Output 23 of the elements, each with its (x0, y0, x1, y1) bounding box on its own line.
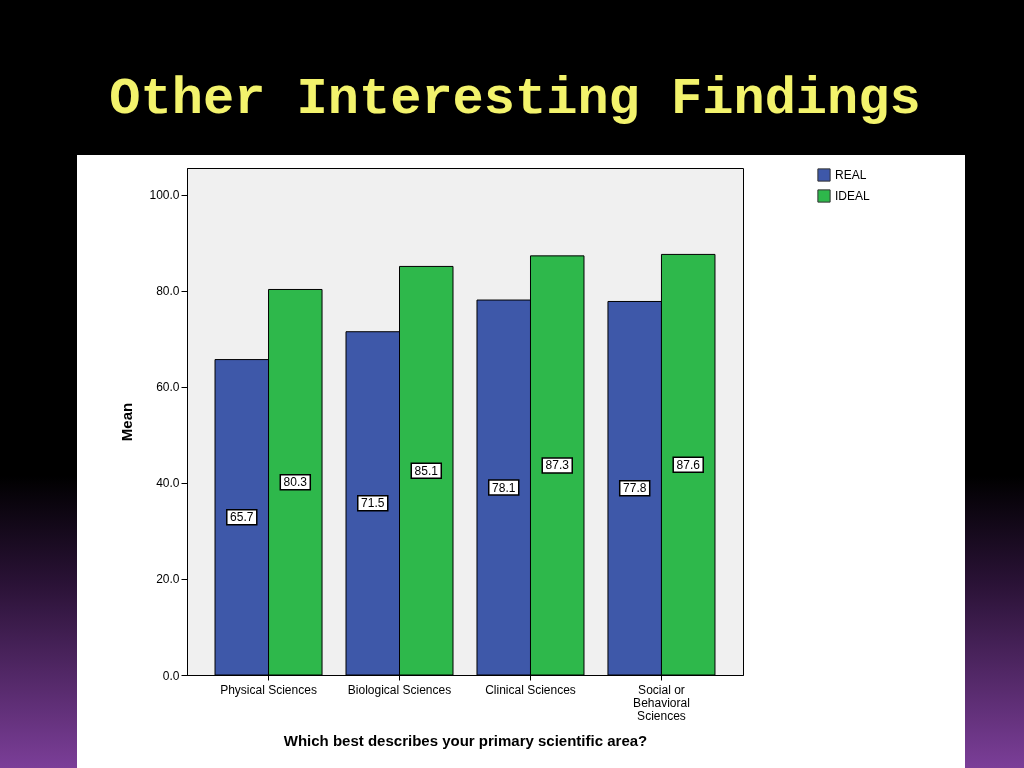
x-tick-label: Biological Sciences (347, 682, 452, 697)
x-tick-label: Clinical Sciences (485, 682, 576, 697)
data-label: 71.5 (361, 496, 385, 511)
data-label: 77.8 (623, 481, 647, 496)
data-label: 65.7 (230, 510, 254, 525)
y-tick-label: 40.0 (156, 476, 180, 491)
legend-label: REAL (835, 168, 867, 182)
x-axis-title: Which best describes your primary scientific area? (283, 731, 648, 749)
y-tick-label: 80.0 (156, 284, 180, 299)
y-axis-title: Mean (118, 402, 136, 442)
data-label: 78.1 (492, 480, 516, 495)
data-label: 80.3 (283, 475, 308, 490)
data-label: 85.1 (414, 463, 439, 478)
x-tick-label: Social or Behavioral Sciences (633, 682, 690, 723)
x-tick-label: Physical Sciences (220, 682, 317, 697)
y-tick-label: 20.0 (156, 572, 180, 587)
legend-label: IDEAL (835, 189, 871, 203)
y-tick-label: 0.0 (162, 668, 180, 683)
chart-title: Other Interesting Findings (109, 70, 921, 129)
y-tick-label: 60.0 (156, 380, 180, 395)
data-label: 87.3 (545, 458, 570, 473)
y-tick-label: 100.0 (149, 188, 180, 203)
data-label: 87.6 (676, 457, 701, 472)
